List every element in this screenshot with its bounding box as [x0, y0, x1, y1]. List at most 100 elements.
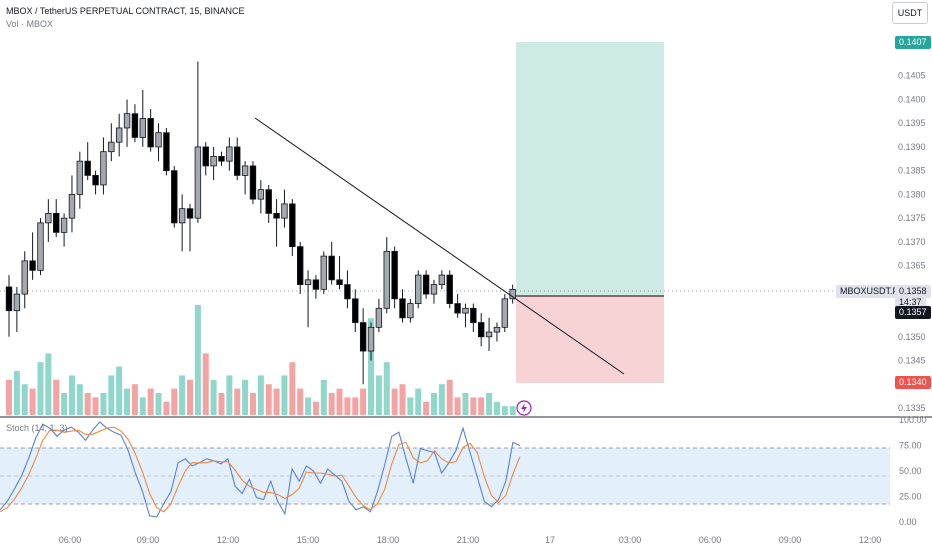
volume-bar	[470, 397, 477, 415]
volume-bar	[478, 397, 485, 415]
entry-price-tag: 0.1357	[895, 306, 931, 319]
price-tick-label: 0.1385	[898, 166, 926, 176]
candle-body	[273, 212, 280, 219]
candle-body	[147, 118, 154, 148]
volume-bar	[92, 397, 99, 415]
volume-bar	[76, 384, 83, 415]
candle-body	[462, 307, 469, 314]
candle-body	[422, 274, 430, 295]
stoch-line	[0, 426, 521, 513]
candle-body	[328, 255, 335, 281]
candle-body	[194, 146, 202, 219]
volume-bar	[352, 397, 359, 415]
currency-selector[interactable]: USDT	[892, 2, 928, 24]
candle-body	[68, 193, 76, 219]
candle-body	[226, 146, 233, 162]
volume-bar	[37, 362, 44, 415]
candle-body	[76, 160, 84, 195]
chart-title[interactable]: MBOX / TetherUS PERPETUAL CONTRACT, 15, …	[6, 6, 245, 16]
volume-bar	[320, 379, 327, 415]
candle-body	[53, 212, 60, 233]
volume-bar	[430, 393, 437, 415]
volume-bar	[399, 384, 406, 415]
stoch-tick-label: 50.00	[899, 466, 922, 476]
stoch-legend[interactable]: Stoch (14, 1, 3)	[6, 423, 68, 433]
volume-bar	[6, 379, 12, 415]
time-tick-label: 12:00	[217, 535, 240, 545]
target-price-tag: 0.1407	[895, 36, 931, 49]
candle-body	[234, 146, 241, 176]
price-axis[interactable]: 0.1405 0.1400 0.1395 0.1390 0.1385 0.1380 0.13…	[898, 71, 926, 413]
price-tick-label: 0.1390	[898, 142, 926, 152]
candle-body	[415, 274, 422, 304]
volume-bar	[281, 375, 288, 415]
candle-body	[470, 307, 477, 323]
candle-body	[493, 326, 501, 333]
volume-bar	[179, 375, 186, 415]
candle-body	[37, 222, 44, 271]
volume-bar	[486, 393, 493, 415]
price-tick-label: 0.1345	[898, 356, 926, 366]
volume-bar	[407, 397, 414, 415]
volume-bar	[305, 397, 312, 415]
trendline[interactable]	[254, 117, 625, 375]
volume-bar	[493, 401, 500, 415]
candle-body	[501, 298, 509, 328]
candle-body	[383, 250, 390, 309]
candle-body	[430, 284, 438, 295]
time-tick-label: 06:00	[699, 535, 722, 545]
candle-body	[265, 189, 272, 214]
candle-body	[352, 298, 359, 323]
time-tick-label: 21:00	[457, 535, 480, 545]
lightning-icon[interactable]	[516, 400, 532, 416]
volume-bar	[509, 406, 516, 415]
candle-body	[171, 170, 178, 224]
volume-legend[interactable]: Vol · MBOX	[6, 19, 54, 29]
candle-body	[131, 113, 139, 138]
volume-bar	[289, 362, 296, 415]
volume-bar	[218, 393, 225, 415]
candle-body	[485, 331, 493, 338]
volume-bar	[257, 375, 264, 415]
volume-bar	[226, 375, 233, 415]
time-tick-label: 06:00	[59, 535, 82, 545]
volume-bar	[68, 375, 75, 415]
candle-body	[202, 146, 209, 167]
profit-zone[interactable]	[516, 42, 664, 296]
candle-body	[477, 322, 485, 338]
volume-bar	[131, 384, 138, 415]
candle-body	[296, 246, 304, 285]
position-tool[interactable]	[516, 42, 664, 383]
candle-body	[13, 293, 21, 312]
volume-bar	[242, 379, 249, 415]
candle-body	[139, 118, 146, 138]
volume-bar	[139, 397, 146, 415]
volume-bar	[108, 375, 115, 415]
volume-bar	[45, 353, 52, 415]
stoch-pane	[0, 421, 890, 518]
time-tick-label: 03:00	[619, 535, 642, 545]
candle-body	[21, 260, 28, 295]
volume-bar	[124, 388, 131, 415]
time-tick-label: 18:00	[377, 535, 400, 545]
candle-body	[312, 279, 320, 290]
volume-bar	[438, 384, 445, 415]
candle-body	[454, 303, 461, 314]
volume-bar	[29, 388, 36, 415]
stoch-axis[interactable]: 100.00 75.00 50.00 25.00 0.00	[899, 415, 927, 527]
loss-zone[interactable]	[516, 296, 664, 383]
candlestick-series	[5, 61, 516, 385]
candle-body	[320, 255, 327, 290]
candle-body	[281, 203, 288, 219]
candle-body	[367, 326, 375, 352]
countdown-tag: 14:37	[895, 296, 926, 309]
candle-body	[438, 274, 446, 285]
candle-body	[509, 288, 516, 300]
candle-body	[344, 284, 351, 300]
stoch-tick-label: 25.00	[899, 492, 922, 502]
time-axis[interactable]: 06:00 09:00 12:00 15:00 18:00 21:00 17 03:00 06:…	[59, 535, 882, 545]
volume-bar	[312, 401, 319, 415]
candle-body	[399, 298, 406, 319]
candle-body	[391, 250, 398, 300]
